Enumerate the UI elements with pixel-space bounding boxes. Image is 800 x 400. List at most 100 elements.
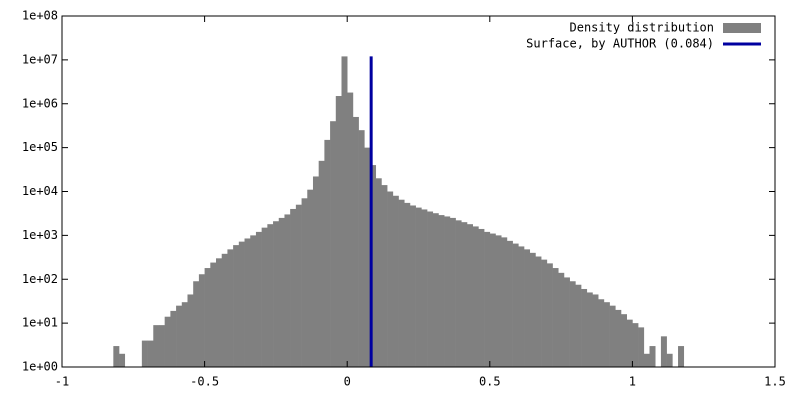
bar: [620, 314, 627, 367]
y-tick-label: 1e+04: [22, 184, 58, 198]
y-tick-label: 1e+07: [22, 52, 58, 66]
bar: [581, 288, 588, 367]
bar: [461, 222, 468, 367]
bar: [364, 147, 371, 367]
bar: [381, 185, 388, 367]
bar: [290, 208, 297, 367]
bar: [409, 205, 416, 367]
bar: [586, 292, 593, 367]
bar: [119, 353, 126, 367]
bar: [255, 231, 262, 367]
bar: [518, 246, 525, 367]
bar: [335, 96, 342, 368]
bar: [546, 263, 553, 367]
bar: [506, 240, 513, 367]
bar: [632, 323, 639, 367]
bar: [598, 299, 605, 367]
bar: [660, 336, 667, 367]
bar: [358, 130, 365, 367]
bar: [176, 305, 183, 367]
bar: [427, 211, 434, 367]
bar: [307, 189, 314, 367]
bar: [472, 226, 479, 367]
x-tick-label: 0: [344, 375, 351, 389]
y-tick-label: 1e+01: [22, 316, 58, 330]
bar: [238, 241, 245, 367]
bar: [678, 346, 685, 367]
bar: [113, 346, 120, 367]
bar: [529, 252, 536, 367]
bar: [147, 340, 154, 367]
bar: [609, 305, 616, 367]
bar: [552, 268, 559, 367]
bar: [170, 310, 177, 367]
bar: [301, 198, 308, 367]
bar: [489, 233, 496, 367]
bar: [592, 294, 599, 367]
bar: [638, 327, 645, 367]
bar: [563, 277, 570, 367]
bar: [438, 215, 445, 367]
legend-swatch: [723, 23, 761, 33]
bar: [330, 121, 337, 367]
bar: [626, 319, 633, 367]
bar: [227, 249, 234, 367]
bar: [478, 228, 485, 367]
bar: [558, 272, 565, 367]
bar: [666, 353, 673, 367]
bar: [421, 209, 428, 367]
bar: [541, 259, 548, 367]
bar: [444, 216, 451, 367]
y-tick-label: 1e+05: [22, 140, 58, 154]
bar: [284, 214, 291, 367]
bar: [352, 116, 359, 367]
bar: [216, 258, 223, 367]
bar: [524, 249, 531, 367]
bar: [415, 207, 422, 367]
bar: [244, 238, 251, 367]
bar: [603, 302, 610, 367]
bar: [392, 195, 399, 367]
bar: [181, 302, 188, 367]
bar: [164, 316, 171, 367]
x-tick-label: 1.5: [764, 375, 786, 389]
bar: [233, 245, 240, 367]
y-tick-label: 1e+00: [22, 360, 58, 374]
y-tick-label: 1e+03: [22, 228, 58, 242]
bar: [187, 294, 194, 367]
y-tick-label: 1e+08: [22, 9, 58, 23]
bar: [141, 340, 148, 367]
bar: [312, 176, 319, 367]
bar: [535, 256, 542, 367]
legend-label: Density distribution: [570, 21, 715, 35]
bar: [158, 325, 165, 367]
x-tick-label: -1: [55, 375, 69, 389]
bar: [398, 199, 405, 367]
legend-label: Surface, by AUTHOR (0.084): [526, 37, 714, 51]
bar: [649, 346, 656, 367]
x-tick-label: 0.5: [479, 375, 501, 389]
x-tick-label: -0.5: [190, 375, 219, 389]
bar: [512, 243, 519, 367]
bar: [575, 284, 582, 367]
bar: [318, 160, 325, 367]
bar: [198, 274, 205, 367]
bar: [278, 217, 285, 367]
bar: [432, 213, 439, 367]
bar: [466, 224, 473, 367]
x-tick-label: 1: [629, 375, 636, 389]
bar: [347, 92, 354, 367]
bar: [153, 325, 160, 367]
bar: [193, 281, 200, 367]
bar: [273, 221, 280, 367]
bar: [295, 204, 302, 367]
bar: [204, 268, 211, 367]
bar: [455, 220, 462, 367]
bar: [501, 237, 508, 367]
bar: [449, 217, 456, 367]
bar: [569, 281, 576, 367]
bar: [484, 231, 491, 367]
bar: [375, 178, 382, 367]
bar: [250, 235, 257, 367]
